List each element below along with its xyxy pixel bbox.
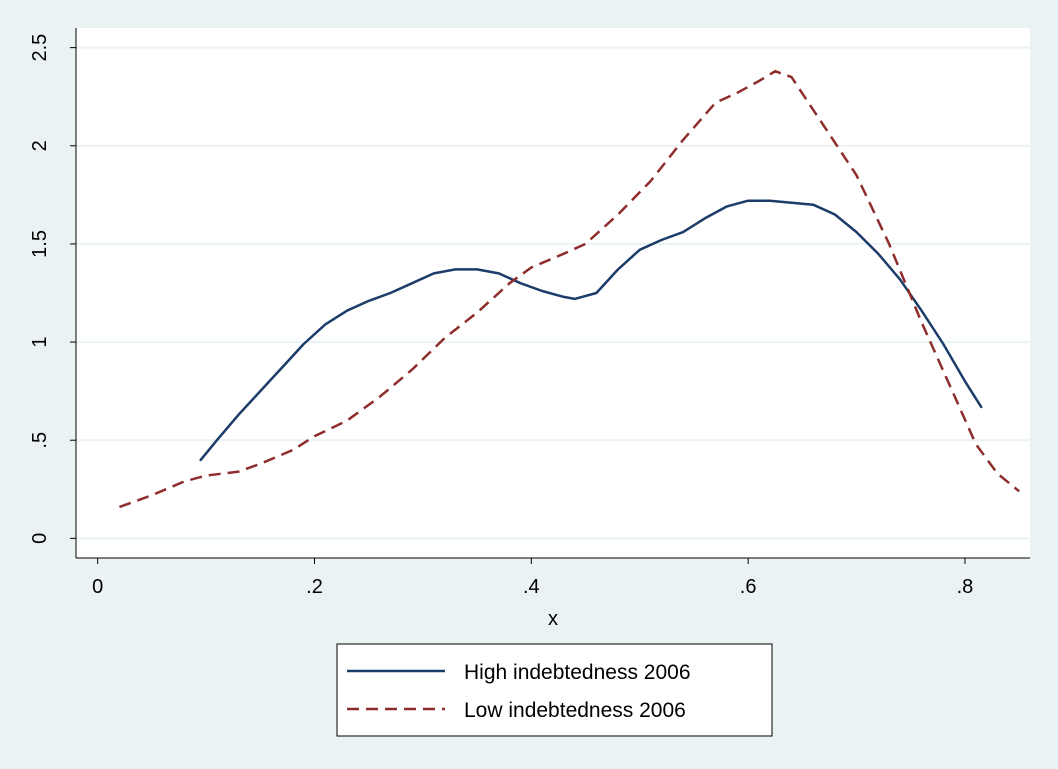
legend-box [336,643,773,737]
y-tick-label: 0 [29,533,51,544]
series-lines [118,69,1020,509]
x-tick-label: .2 [306,576,323,598]
axes: 0 .5 1 1.5 2 2.5 0 .2 .4 .6 .8 [29,28,1030,598]
x-tick-label: .8 [957,576,974,598]
y-tick-label: .5 [29,432,51,449]
legend: High indebtedness 2006 Low indebtedness … [336,643,773,737]
y-tick-label: 2 [29,140,51,151]
x-tick-label: .6 [740,576,757,598]
x-tick-label: 0 [92,576,103,598]
x-tick-label: .4 [523,576,540,598]
y-tick-label: 2.5 [29,34,51,62]
legend-label-high: High indebtedness 2006 [464,661,691,684]
x-axis-title: x [548,608,558,630]
y-tick-label: 1.5 [29,230,51,258]
legend-label-low: Low indebtedness 2006 [464,699,686,722]
series-line-high [199,199,983,462]
series-line-low [118,69,1020,509]
y-tick-label: 1 [29,337,51,348]
gridlines [76,46,1030,540]
